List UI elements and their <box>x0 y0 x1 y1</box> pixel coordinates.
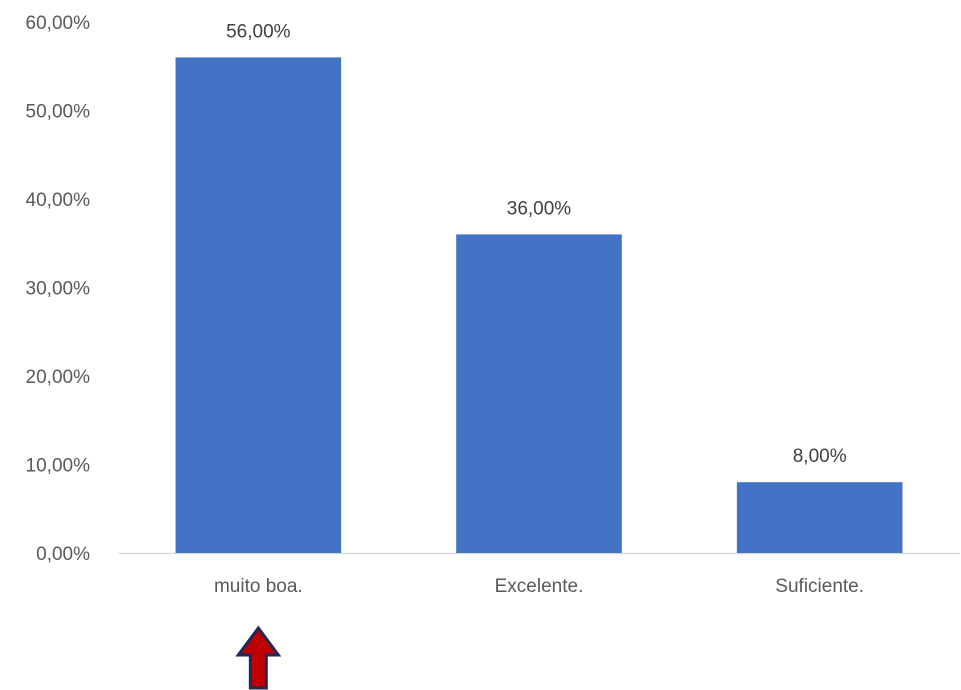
category-label: Suficiente. <box>775 576 864 597</box>
bar <box>175 57 342 554</box>
category-labels-group: muito boa. Excelente. Suficiente. <box>214 576 864 597</box>
bars-group <box>175 57 903 554</box>
bar-data-label: 36,00% <box>507 198 572 219</box>
y-tick-label: 0,00% <box>36 544 90 565</box>
y-axis-ticks: 0,00% 10,00% 20,00% 30,00% 40,00% 50,00% 60,00… <box>26 13 91 565</box>
category-label: Excelente. <box>495 576 584 597</box>
y-tick-label: 60,00% <box>26 13 91 34</box>
bar <box>456 234 622 553</box>
bar-data-label: 56,00% <box>226 21 291 42</box>
y-tick-label: 20,00% <box>26 367 91 388</box>
bar <box>736 482 903 553</box>
bar-data-label: 8,00% <box>793 446 847 467</box>
y-tick-label: 30,00% <box>26 279 91 300</box>
data-labels-group: 56,00% 36,00% 8,00% <box>226 21 847 467</box>
y-tick-label: 10,00% <box>26 456 91 477</box>
y-tick-label: 50,00% <box>26 102 91 123</box>
category-label: muito boa. <box>214 576 303 597</box>
y-tick-label: 40,00% <box>26 190 91 211</box>
red-up-arrow-icon <box>235 625 282 690</box>
